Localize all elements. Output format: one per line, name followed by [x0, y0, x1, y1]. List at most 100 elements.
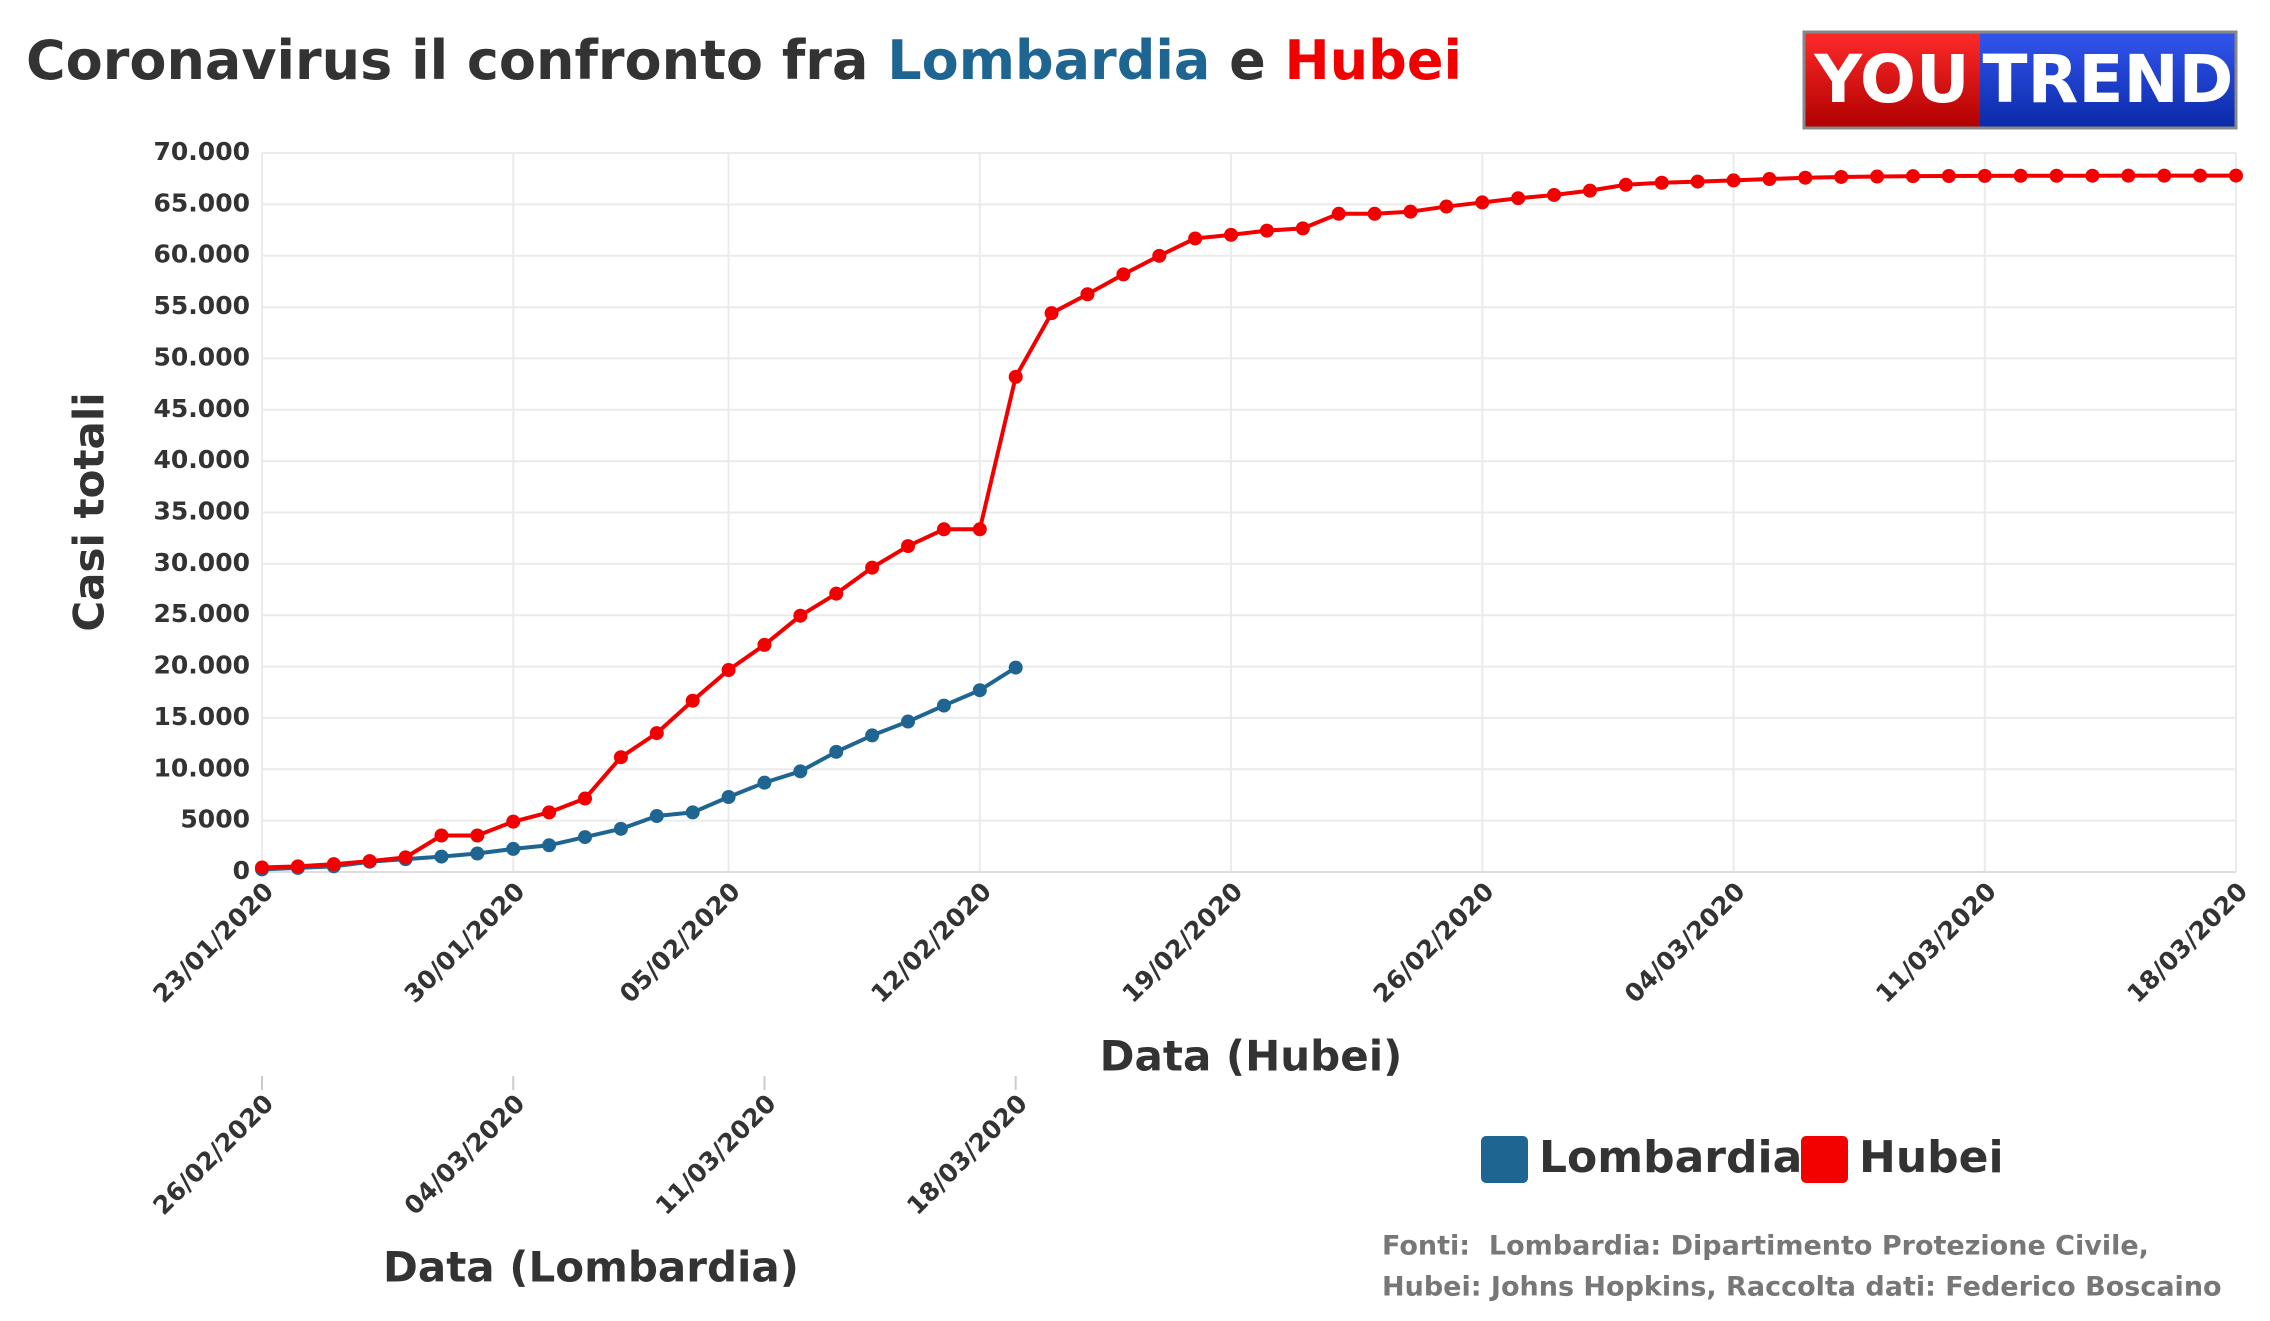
marker [936, 698, 951, 713]
marker [649, 809, 664, 824]
marker [1044, 306, 1059, 321]
title-part: Coronavirus il confronto fra [26, 29, 887, 92]
marker [1439, 199, 1454, 214]
marker [1762, 172, 1777, 187]
marker [434, 828, 449, 843]
logo-box [1804, 32, 1980, 128]
y-tick-label: 65.000 [154, 188, 250, 217]
marker [2121, 168, 2136, 183]
y-tick-label: 40.000 [154, 445, 250, 474]
source-note: Hubei: Johns Hopkins, Raccolta dati: Fed… [1382, 1272, 2222, 1303]
legend-label: Lombardia [1539, 1132, 1802, 1183]
legend-swatch [1801, 1136, 1848, 1183]
y-tick-label: 60.000 [154, 240, 250, 269]
marker [721, 663, 736, 678]
marker [2085, 168, 2100, 183]
marker [1331, 206, 1346, 221]
marker [2013, 168, 2028, 183]
y-tick-label: 70.000 [154, 137, 250, 166]
marker [578, 830, 593, 845]
marker [1690, 174, 1705, 189]
marker [1188, 231, 1203, 246]
marker [613, 750, 628, 765]
line [261, 173, 2237, 870]
marker [685, 693, 700, 708]
marker [506, 814, 521, 829]
marker [398, 850, 413, 865]
y-tick-label: 25.000 [154, 599, 250, 628]
logo-border [1802, 30, 2238, 130]
marker [434, 849, 449, 864]
x-tick-label: 30/01/2020 [399, 877, 531, 1009]
marker [1224, 227, 1239, 242]
marker [793, 608, 808, 623]
marker [1905, 169, 1920, 184]
marker [1834, 169, 1849, 184]
x-tick-label: 05/02/2020 [614, 877, 746, 1009]
x2-tick-label: 04/03/2020 [399, 1089, 531, 1221]
marker [1654, 175, 1669, 190]
y-tick-label: 5000 [180, 805, 250, 834]
marker [865, 560, 880, 575]
x-tick-label: 26/02/2020 [1368, 877, 1500, 1009]
x-tick-label: 23/01/2020 [147, 877, 279, 1009]
marker [757, 637, 772, 652]
y-axis-title: Casi totali [65, 392, 114, 631]
x2-tick-label: 26/02/2020 [147, 1089, 279, 1221]
y-tick-label: 45.000 [154, 394, 250, 423]
marker [1582, 183, 1597, 198]
marker [1475, 195, 1490, 210]
marker [865, 728, 880, 743]
legend-swatch [1481, 1136, 1528, 1183]
marker [829, 586, 844, 601]
marker [901, 539, 916, 554]
marker [1295, 221, 1310, 236]
marker [1008, 660, 1023, 675]
y-tick-label: 35.000 [154, 497, 250, 526]
y-tick-label: 20.000 [154, 651, 250, 680]
grid [261, 152, 2237, 873]
marker [972, 683, 987, 698]
y-tick-label: 30.000 [154, 548, 250, 577]
marker [793, 764, 808, 779]
marker [829, 744, 844, 759]
marker [1008, 369, 1023, 384]
x2-tick-label: 11/03/2020 [650, 1089, 782, 1221]
marker [1618, 177, 1633, 192]
logo-text: YOU [1813, 41, 1969, 118]
y-tick-label: 10.000 [154, 753, 250, 782]
marker [1726, 173, 1741, 188]
marker [326, 857, 341, 872]
x-tick-label: 19/02/2020 [1116, 877, 1248, 1009]
marker [649, 726, 664, 741]
y-tick-label: 50.000 [154, 342, 250, 371]
marker [972, 522, 987, 537]
logo-box [1980, 32, 2236, 128]
x-axis-title: Data (Hubei) [1100, 1032, 1403, 1081]
x-tick-label: 18/03/2020 [2121, 877, 2253, 1009]
marker [1798, 170, 1813, 185]
marker [1367, 206, 1382, 221]
marker [362, 854, 377, 869]
marker [1403, 204, 1418, 219]
y-tick-label: 15.000 [154, 702, 250, 731]
logo: YOU TREND [1802, 30, 2238, 130]
marker [1511, 191, 1526, 206]
x-tick-label: 11/03/2020 [1870, 877, 2002, 1009]
marker [685, 805, 700, 820]
x2-axis-title: Data (Lombardia) [383, 1243, 799, 1292]
marker [290, 859, 305, 874]
x-tick-label: 12/02/2020 [865, 877, 997, 1009]
y-tick-label: 0 [233, 856, 250, 885]
marker [542, 805, 557, 820]
marker [1977, 168, 1992, 183]
marker [757, 775, 772, 790]
marker [1870, 169, 1885, 184]
marker [1116, 267, 1131, 282]
marker [1080, 287, 1095, 302]
marker [1941, 169, 1956, 184]
marker [901, 714, 916, 729]
logo-text: TREND [1983, 41, 2234, 118]
x-tick-label: 04/03/2020 [1619, 877, 1751, 1009]
